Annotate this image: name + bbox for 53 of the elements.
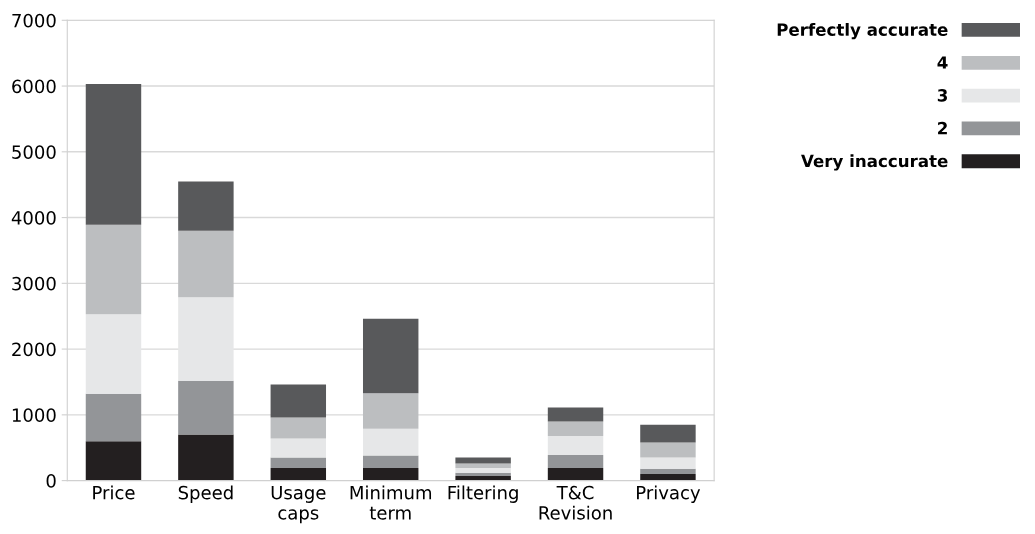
legend-label: 2	[938, 121, 947, 135]
legend-label: 3	[937, 89, 948, 102]
bar	[640, 442, 696, 458]
bar	[178, 230, 234, 298]
bar	[178, 297, 234, 381]
bar	[178, 434, 234, 481]
bar	[455, 457, 511, 464]
bar	[85, 441, 142, 481]
bar	[178, 380, 234, 435]
legend-label: Very inaccurate	[801, 154, 948, 171]
bar	[455, 468, 511, 473]
bar	[362, 455, 419, 469]
x-tick-label: Privacy	[637, 485, 701, 503]
x-tick-label: Speed	[178, 485, 233, 503]
y-tick-label: 0	[46, 474, 56, 488]
bar	[362, 318, 419, 394]
y-tick-label: 4000	[11, 211, 56, 225]
bar	[640, 457, 696, 469]
bar	[270, 468, 327, 481]
bar	[547, 468, 604, 481]
bar	[85, 393, 142, 442]
x-tick-label: Minimum term	[350, 485, 432, 520]
bar	[362, 428, 419, 456]
bar	[640, 468, 696, 475]
x-tick-label: T&C Revision	[539, 485, 612, 520]
bar	[270, 438, 327, 458]
bar	[178, 181, 234, 231]
bar	[85, 314, 142, 394]
x-tick-label: Usage caps	[271, 486, 326, 524]
bar	[547, 435, 604, 455]
x-tick-label: Filtering	[448, 485, 518, 503]
y-tick-label: 6000	[12, 79, 56, 94]
x-tick-label: Price	[93, 485, 135, 500]
legend-label: 4	[937, 56, 948, 69]
bar	[547, 454, 604, 469]
legend-label: Perfectly accurate	[777, 23, 948, 40]
bar	[547, 421, 604, 436]
bar	[85, 224, 142, 315]
bar	[640, 474, 696, 481]
bar	[547, 407, 604, 422]
bar	[270, 417, 327, 439]
bar	[640, 424, 696, 443]
y-tick-label: 2000	[12, 342, 56, 357]
y-tick-label: 3000	[12, 276, 56, 291]
bar	[270, 457, 327, 469]
bar	[362, 468, 419, 481]
y-tick-label: 5000	[12, 145, 56, 159]
bar	[270, 384, 327, 418]
bar	[455, 472, 511, 476]
y-tick-label: 1000	[12, 408, 56, 422]
y-tick-label: 7000	[12, 13, 56, 28]
bar	[85, 84, 142, 225]
bar	[362, 393, 419, 429]
